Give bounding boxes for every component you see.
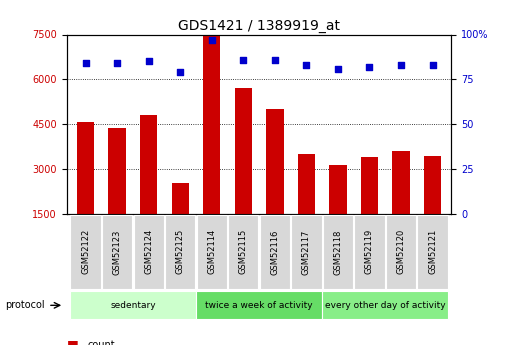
Point: [239, 57, 247, 62]
Text: GSM52121: GSM52121: [428, 229, 437, 275]
Text: count: count: [87, 340, 115, 345]
Point: [271, 57, 279, 62]
Bar: [322, 291, 448, 319]
Point: [302, 62, 310, 68]
Bar: [70, 215, 101, 289]
Text: GSM52124: GSM52124: [144, 229, 153, 275]
Bar: [424, 156, 441, 259]
Bar: [291, 215, 322, 289]
Bar: [386, 215, 416, 289]
Title: GDS1421 / 1389919_at: GDS1421 / 1389919_at: [178, 19, 340, 33]
Bar: [77, 122, 94, 259]
Text: GSM52118: GSM52118: [333, 229, 342, 275]
Bar: [228, 215, 259, 289]
Text: GSM52115: GSM52115: [239, 229, 248, 275]
Point: [176, 69, 184, 75]
Text: GSM52120: GSM52120: [397, 229, 405, 275]
Bar: [140, 115, 157, 259]
Text: GSM52123: GSM52123: [113, 229, 122, 275]
Bar: [323, 215, 353, 289]
Point: [113, 60, 121, 66]
Bar: [361, 157, 378, 259]
Bar: [329, 165, 347, 259]
Bar: [260, 215, 290, 289]
Point: [145, 59, 153, 64]
Text: GSM52122: GSM52122: [81, 229, 90, 275]
Bar: [70, 291, 196, 319]
Bar: [298, 154, 315, 259]
Bar: [354, 215, 385, 289]
Bar: [203, 36, 221, 259]
Point: [428, 62, 437, 68]
Bar: [266, 109, 284, 259]
Text: protocol: protocol: [5, 300, 45, 310]
Bar: [196, 291, 322, 319]
Text: sedentary: sedentary: [110, 301, 156, 310]
Text: GSM52117: GSM52117: [302, 229, 311, 275]
Text: every other day of activity: every other day of activity: [325, 301, 445, 310]
Text: GSM52116: GSM52116: [270, 229, 280, 275]
Point: [82, 60, 90, 66]
Text: GSM52114: GSM52114: [207, 229, 216, 275]
Point: [208, 37, 216, 43]
Bar: [165, 215, 195, 289]
Bar: [108, 128, 126, 259]
Point: [365, 64, 373, 70]
Text: GSM52125: GSM52125: [176, 229, 185, 275]
Bar: [102, 215, 132, 289]
Point: [334, 66, 342, 71]
Bar: [418, 215, 448, 289]
Bar: [392, 151, 410, 259]
Bar: [234, 88, 252, 259]
Bar: [171, 183, 189, 259]
Text: ■: ■: [67, 338, 78, 345]
Point: [397, 62, 405, 68]
Text: twice a week of activity: twice a week of activity: [205, 301, 313, 310]
Bar: [196, 215, 227, 289]
Bar: [133, 215, 164, 289]
Text: GSM52119: GSM52119: [365, 229, 374, 275]
